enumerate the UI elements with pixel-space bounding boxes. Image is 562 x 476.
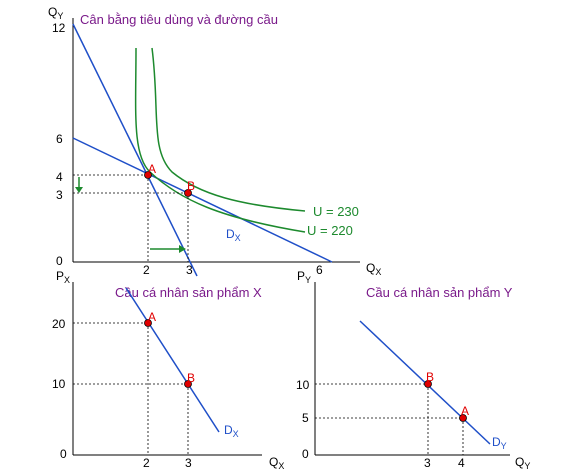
left-x-tick-2: 2 [143, 456, 150, 470]
right-chart: PY QY Cầu cá nhân sản phẩm Y 10 5 0 3 4 … [296, 269, 530, 471]
left-point-a [144, 319, 152, 327]
right-point-b-label: B [426, 370, 434, 384]
left-point-b [184, 380, 192, 388]
left-y-tick-10: 10 [52, 377, 66, 391]
right-chart-title: Cầu cá nhân sản phẩm Y [366, 285, 513, 300]
left-chart-title: Cầu cá nhân sản phẩm X [115, 285, 262, 300]
top-x-tick-2: 2 [143, 263, 150, 277]
left-x-axis-label: QX [269, 455, 284, 471]
arrow-down-icon [75, 177, 83, 193]
right-y-axis-label: PY [297, 269, 311, 285]
left-point-a-label: A [148, 310, 156, 324]
left-y-tick-20: 20 [52, 317, 66, 331]
right-y-tick-5: 5 [302, 411, 309, 425]
right-y-tick-0: 0 [302, 447, 309, 461]
arrow-right-icon [150, 245, 186, 253]
top-y-tick-3: 3 [56, 188, 63, 202]
top-y-axis-label: QY [48, 5, 63, 21]
top-point-a-label: A [148, 162, 156, 176]
left-demand-line [125, 287, 220, 433]
u220-label: U = 220 [307, 223, 353, 238]
top-point-b-label: B [187, 179, 195, 193]
right-y-tick-10: 10 [296, 378, 310, 392]
right-point-a [459, 414, 467, 422]
top-point-b [184, 189, 192, 197]
right-point-b [424, 380, 432, 388]
budget-line-flat [72, 137, 333, 263]
right-x-tick-3: 3 [424, 456, 431, 470]
top-y-tick-12: 12 [52, 21, 66, 35]
top-demand-label: DX [226, 227, 241, 243]
top-chart: QY QX Cân bằng tiêu dùng và đường cầu 12… [48, 5, 381, 277]
left-y-axis-label: PX [56, 269, 70, 285]
u230-label: U = 230 [313, 204, 359, 219]
left-y-tick-0: 0 [60, 447, 67, 461]
left-chart: PX QX Cầu cá nhân sản phẩm X 20 10 0 2 3… [52, 269, 284, 471]
right-point-a-label: A [461, 404, 469, 418]
left-demand-label: DX [224, 423, 239, 439]
top-y-tick-0: 0 [56, 254, 63, 268]
top-y-tick-6: 6 [56, 132, 63, 146]
left-x-tick-3: 3 [185, 456, 192, 470]
budget-line-steep [72, 23, 198, 277]
right-demand-label: DY [492, 435, 507, 451]
top-chart-title: Cân bằng tiêu dùng và đường cầu [80, 12, 278, 27]
right-x-axis-label: QY [515, 455, 530, 471]
left-point-b-label: B [187, 371, 195, 385]
top-point-a [144, 171, 152, 179]
top-x-tick-3: 3 [186, 263, 193, 277]
right-x-tick-4: 4 [458, 456, 465, 470]
top-x-axis-label: QX [366, 261, 381, 277]
indifference-curve-u230 [151, 47, 306, 212]
top-y-tick-4: 4 [56, 170, 63, 184]
top-x-tick-6: 6 [316, 263, 323, 277]
